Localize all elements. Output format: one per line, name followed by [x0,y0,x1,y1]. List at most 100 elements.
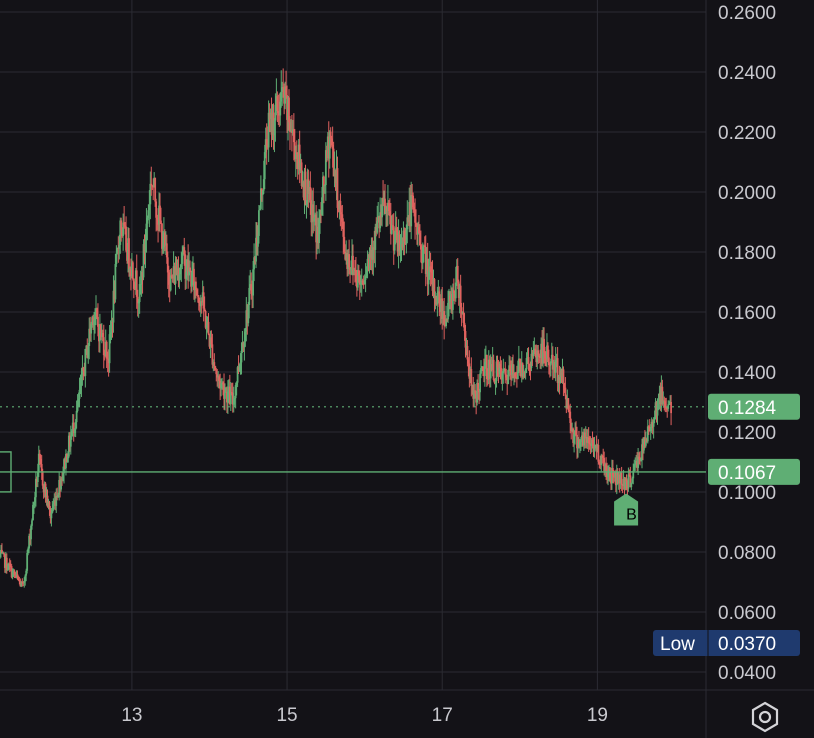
candle [609,467,611,483]
candle [338,200,341,220]
candle-body [452,289,455,294]
candle-body [306,179,309,205]
candle-body [252,269,255,296]
candle [475,390,478,415]
candle-body [517,358,520,372]
candle [28,533,30,554]
candle [477,374,480,400]
candle [385,205,387,227]
candle [144,228,147,269]
candle [315,205,318,260]
candle-body [477,382,480,391]
candle [290,119,292,133]
candle [597,439,600,465]
candle-body [164,243,167,246]
candle-body [2,552,5,555]
candle-body [365,270,368,277]
candle [419,224,421,246]
candle [70,429,73,440]
candle [132,278,135,299]
candle-body [202,292,205,309]
candle [628,469,631,477]
candle [32,501,34,521]
candle-body [188,267,191,276]
candle [362,275,365,289]
candle [309,171,312,215]
candle-body [265,139,268,147]
candle-body [575,430,577,435]
candle-body [258,210,260,236]
candle-body [526,357,529,359]
candle-body [151,185,154,187]
candle-body [299,162,302,171]
candle-body [182,247,185,254]
candle [259,205,261,211]
candle [595,435,598,460]
candle [88,317,91,360]
candle [78,377,81,407]
candle-body [58,479,61,495]
candle-body [355,281,358,288]
candle-body [308,187,311,194]
candle [54,491,57,511]
candle [24,574,27,586]
candle-body [634,464,637,466]
candle-body [119,220,122,245]
candle-body [161,223,163,249]
candle-body [123,222,126,226]
candle-body [184,254,187,279]
candle [462,302,465,328]
candle-body [94,316,96,321]
candle [121,227,124,238]
candle-body [16,574,19,578]
candle-body [571,428,574,431]
candle-body [128,238,130,269]
candle-body [268,112,271,120]
candle-body [370,250,373,258]
candle-body [34,497,36,503]
candle-body [570,422,573,431]
candle-body [394,227,397,241]
candle-body [92,317,94,326]
candle-body [232,398,235,405]
candle [387,184,389,226]
candle-body [272,112,275,136]
candle-body [228,386,231,404]
candle [506,374,509,396]
candle [42,484,45,499]
candle [190,270,192,294]
candle-body [113,290,116,300]
candle [160,207,162,225]
candle [107,349,110,377]
candle [34,491,36,509]
candle-body [344,251,347,260]
settings-gear-icon[interactable] [748,700,782,734]
candle-body [389,215,392,234]
candle [265,123,268,165]
candle [608,464,610,482]
candle [176,259,179,281]
candle-body [181,253,184,264]
candle-body [527,357,530,365]
candle [551,346,554,380]
candle-body [448,295,450,303]
candle [495,355,498,388]
candle [154,177,157,207]
candle-body [602,455,605,458]
candle-body [447,302,449,320]
candle-body [68,435,71,447]
candle-body [195,289,198,296]
candle-body [75,410,78,423]
candle-body [203,308,206,311]
candle-body [97,316,99,327]
candle-body [149,183,152,205]
candle-body [567,398,570,411]
candle [372,240,375,276]
candle-body [235,382,238,385]
candle [77,392,80,407]
candle [652,417,655,439]
candle [238,363,241,372]
candle-body [23,581,26,584]
x-tick-label: 15 [276,705,297,726]
